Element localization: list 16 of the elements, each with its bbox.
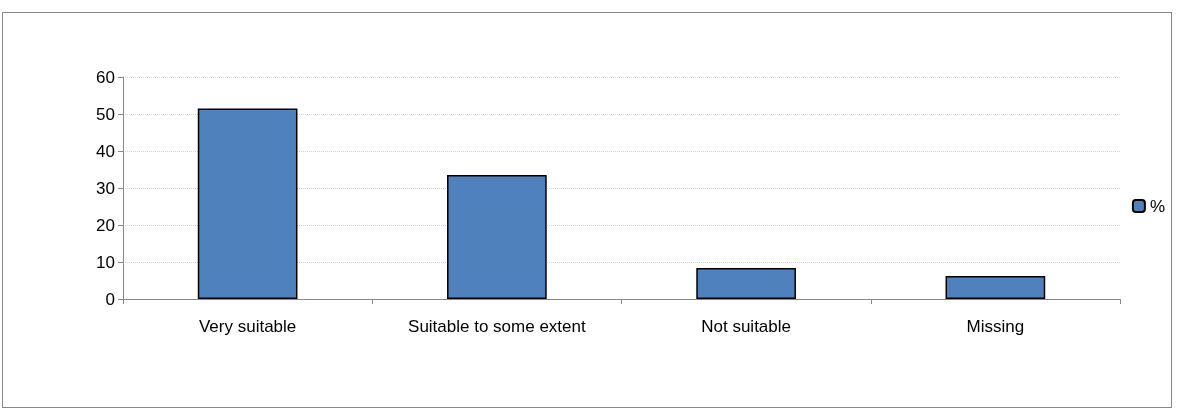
y-tick-label: 30	[96, 178, 115, 198]
x-tick-label: Suitable to some extent	[408, 316, 586, 336]
y-tick-label: 0	[105, 289, 115, 309]
bar	[696, 267, 796, 299]
x-tick-label: Not suitable	[701, 316, 792, 336]
y-tick-label: 50	[96, 104, 115, 124]
y-tick-label: 40	[96, 141, 115, 161]
bar	[447, 175, 547, 299]
y-tick-label: 60	[96, 67, 115, 87]
legend-label: %	[1149, 196, 1166, 216]
x-tick-label: Missing	[966, 316, 1025, 336]
bar	[945, 276, 1046, 299]
y-tick-label: 20	[96, 215, 115, 235]
x-tick-label: Very suitable	[198, 316, 297, 336]
bar	[197, 108, 298, 299]
y-tick-label: 10	[96, 252, 115, 272]
